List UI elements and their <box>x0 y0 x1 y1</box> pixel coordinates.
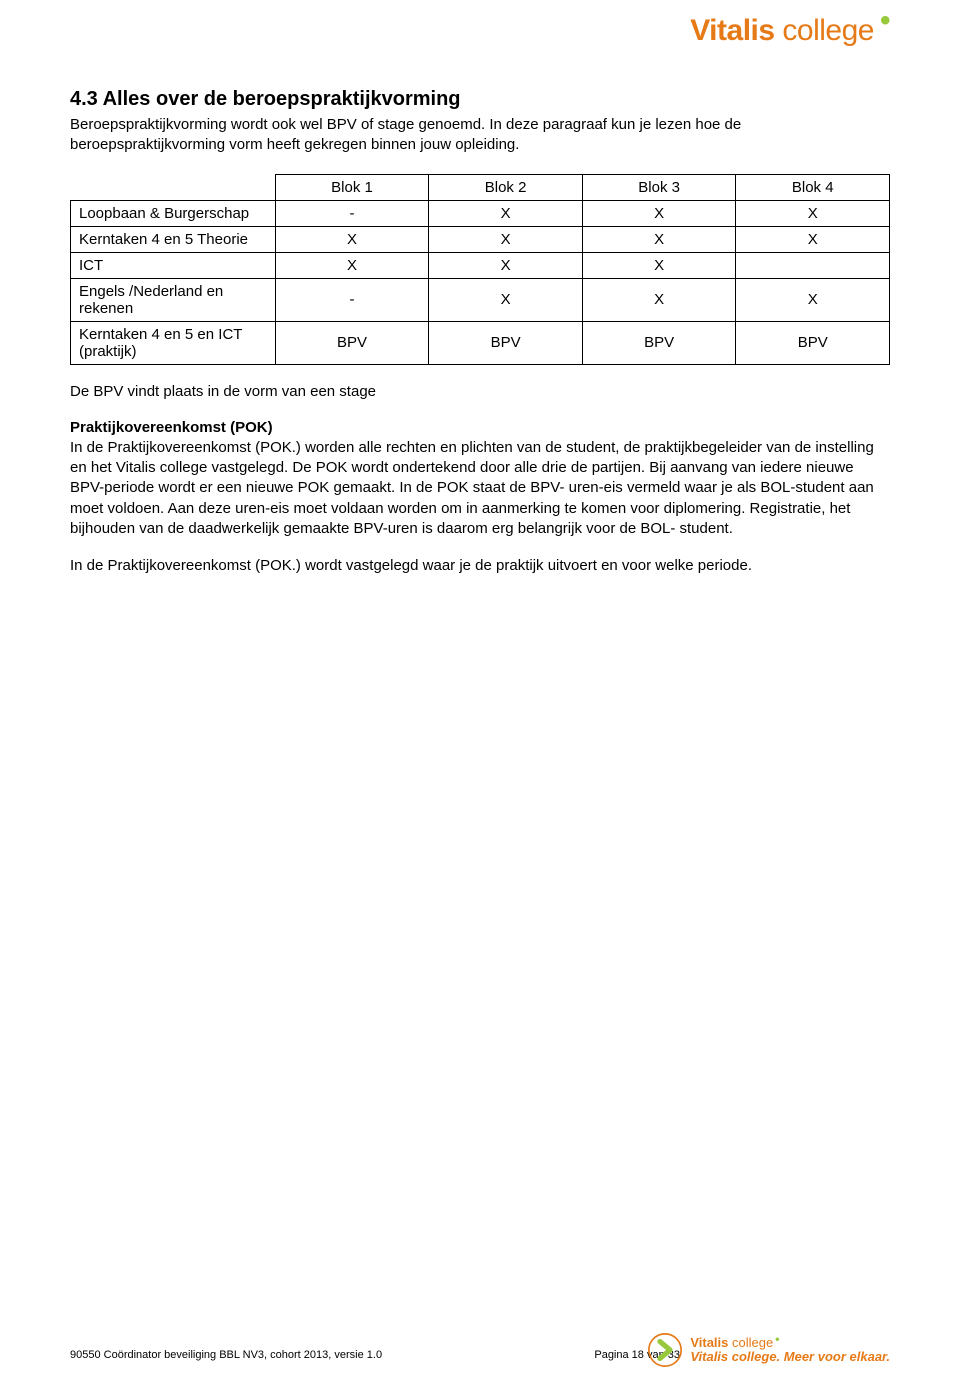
table-cell: X <box>582 226 736 252</box>
row-label: Kerntaken 4 en 5 Theorie <box>71 226 276 252</box>
table-cell: X <box>429 226 583 252</box>
footer-brand-line1: Vitalis college• <box>690 1336 890 1350</box>
brand-word2: college <box>782 14 874 47</box>
footer-brand-word2: college <box>732 1335 773 1350</box>
table-cell: X <box>582 278 736 321</box>
table-cell: X <box>275 226 429 252</box>
table-cell: X <box>429 200 583 226</box>
table-col-header: Blok 4 <box>736 174 890 200</box>
footer-tagline: Vitalis college. Meer voor elkaar. <box>690 1350 890 1364</box>
section-intro: Beroepspraktijkvorming wordt ook wel BPV… <box>70 115 890 156</box>
table-header-row: Blok 1 Blok 2 Blok 3 Blok 4 <box>71 174 890 200</box>
footer-brand-logo: Vitalis college• Vitalis college. Meer v… <box>648 1333 890 1367</box>
brand-word1: Vitalis <box>690 14 774 47</box>
section-title: 4.3 Alles over de beroepspraktijkvorming <box>70 88 890 111</box>
table-col-header: Blok 1 <box>275 174 429 200</box>
curriculum-table: Blok 1 Blok 2 Blok 3 Blok 4 Loopbaan & B… <box>70 174 890 365</box>
row-label: Kerntaken 4 en 5 en ICT (praktijk) <box>71 321 276 364</box>
table-cell: X <box>582 200 736 226</box>
chevron-icon <box>648 1333 682 1367</box>
table-cell: BPV <box>429 321 583 364</box>
table-cell: X <box>736 226 890 252</box>
table-col-header: Blok 3 <box>582 174 736 200</box>
footer-brand-word1: Vitalis <box>690 1335 728 1350</box>
row-label: Loopbaan & Burgerschap <box>71 200 276 226</box>
table-cell <box>736 252 890 278</box>
footer-brand-dot-icon: • <box>775 1332 779 1346</box>
row-label: Engels /Nederland en rekenen <box>71 278 276 321</box>
table-cell: X <box>429 278 583 321</box>
page-footer: 90550 Coördinator beveiliging BBL NV3, c… <box>70 1349 890 1361</box>
table-row: Kerntaken 4 en 5 Theorie X X X X <box>71 226 890 252</box>
footer-left: 90550 Coördinator beveiliging BBL NV3, c… <box>70 1349 382 1361</box>
pok-body: In de Praktijkovereenkomst (POK.) worden… <box>70 438 890 539</box>
table-col-header: Blok 2 <box>429 174 583 200</box>
table-cell: X <box>582 252 736 278</box>
table-row: Kerntaken 4 en 5 en ICT (praktijk) BPV B… <box>71 321 890 364</box>
pok-title: Praktijkovereenkomst (POK) <box>70 418 890 438</box>
table-cell: - <box>275 278 429 321</box>
table-cell: X <box>736 278 890 321</box>
table-cell: X <box>275 252 429 278</box>
stage-line: De BPV vindt plaats in de vorm van een s… <box>70 383 890 400</box>
table-corner-cell <box>71 174 276 200</box>
table-cell: BPV <box>275 321 429 364</box>
brand-logo: Vitalis college• <box>690 14 890 48</box>
table-cell: - <box>275 200 429 226</box>
table-row: ICT X X X <box>71 252 890 278</box>
table-cell: BPV <box>582 321 736 364</box>
table-cell: X <box>736 200 890 226</box>
row-label: ICT <box>71 252 276 278</box>
table-row: Loopbaan & Burgerschap - X X X <box>71 200 890 226</box>
brand-dot-icon: • <box>880 4 890 37</box>
table-row: Engels /Nederland en rekenen - X X X <box>71 278 890 321</box>
pok-final-line: In de Praktijkovereenkomst (POK.) wordt … <box>70 557 890 574</box>
table-cell: X <box>429 252 583 278</box>
pok-block: Praktijkovereenkomst (POK) In de Praktij… <box>70 418 890 540</box>
table-cell: BPV <box>736 321 890 364</box>
